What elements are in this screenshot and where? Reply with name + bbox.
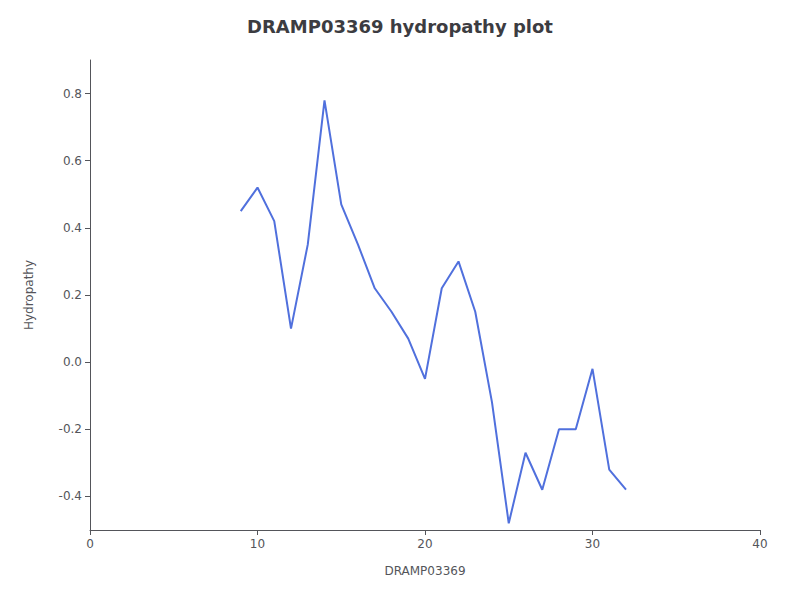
svg-text:0.0: 0.0 <box>63 355 82 369</box>
svg-text:0.6: 0.6 <box>63 154 82 168</box>
svg-text:-0.4: -0.4 <box>59 489 82 503</box>
svg-text:40: 40 <box>752 537 767 551</box>
svg-text:0.8: 0.8 <box>63 87 82 101</box>
svg-text:30: 30 <box>585 537 600 551</box>
svg-text:DRAMP03369 hydropathy plot: DRAMP03369 hydropathy plot <box>247 16 553 37</box>
svg-text:Hydropathy: Hydropathy <box>22 260 36 330</box>
svg-text:DRAMP03369: DRAMP03369 <box>384 564 465 578</box>
svg-text:0.4: 0.4 <box>63 221 82 235</box>
svg-text:10: 10 <box>250 537 265 551</box>
svg-text:-0.2: -0.2 <box>59 422 82 436</box>
svg-text:20: 20 <box>417 537 432 551</box>
svg-text:0: 0 <box>86 537 94 551</box>
svg-text:0.2: 0.2 <box>63 288 82 302</box>
